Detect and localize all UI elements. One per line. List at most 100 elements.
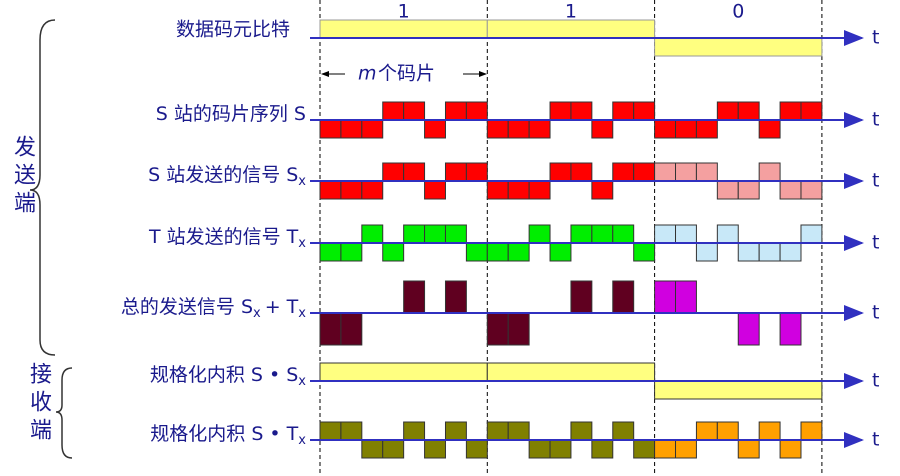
send-brace [29, 19, 56, 356]
level [591, 119, 614, 139]
bit [654, 37, 823, 57]
level [758, 162, 781, 182]
level [528, 119, 551, 139]
bit-value: 1 [398, 1, 410, 23]
bit [486, 19, 656, 39]
label-plus: + T [265, 296, 299, 318]
level [340, 119, 363, 139]
level [403, 162, 426, 182]
level [800, 421, 823, 441]
level [612, 224, 635, 244]
level [612, 280, 635, 314]
row-label: 总的发送信号 Sx + Tx [121, 296, 306, 321]
level [465, 242, 488, 262]
label-text: S 站发送的信号 S [148, 164, 298, 186]
level [465, 101, 488, 121]
level [403, 280, 426, 314]
axis-label: t [872, 109, 879, 131]
level [800, 180, 823, 200]
label-sub: x [298, 236, 306, 251]
row-label: 规格化内积 S • Sx [150, 364, 306, 389]
level [758, 242, 781, 262]
receive-brace [55, 367, 73, 459]
level [549, 162, 572, 182]
row-label: T 站发送的信号 Tx [148, 226, 306, 251]
row-label: S 站的码片序列 S [156, 103, 306, 125]
level [465, 439, 488, 459]
level [340, 180, 363, 200]
level [340, 421, 363, 441]
row-label: 数据码元比特 [176, 19, 290, 41]
level [716, 101, 739, 121]
level [444, 280, 467, 314]
label-sub: x [298, 174, 306, 189]
level [800, 224, 823, 244]
level [570, 280, 593, 314]
level [633, 439, 656, 459]
level [695, 162, 718, 182]
level [654, 439, 677, 459]
level [695, 119, 718, 139]
level [403, 421, 426, 441]
label-text: 总的发送信号 S [121, 296, 253, 318]
level [486, 312, 509, 346]
level [612, 421, 635, 441]
level [486, 119, 509, 139]
chip-span-symbol: m [358, 63, 377, 85]
level [737, 312, 760, 346]
axis-label: t [872, 27, 879, 49]
level [403, 224, 426, 244]
level [737, 180, 760, 200]
level [675, 280, 697, 314]
level [319, 119, 342, 139]
level [695, 421, 718, 441]
chip-span-bg [345, 62, 463, 86]
level [716, 180, 739, 200]
row-label: S 站发送的信号 Sx [148, 164, 306, 189]
level [591, 180, 614, 200]
label-text: 规格化内积 S • S [150, 364, 298, 386]
level [444, 421, 467, 441]
level [800, 101, 823, 121]
level [382, 101, 405, 121]
level [319, 242, 342, 262]
level [654, 280, 677, 314]
level [779, 312, 802, 346]
chip-span-text: 个码片 [378, 63, 435, 85]
level [486, 242, 509, 262]
level [319, 180, 342, 200]
level [570, 162, 593, 182]
level [319, 312, 342, 346]
label-sub: x [298, 306, 306, 321]
level [612, 162, 635, 182]
level [612, 101, 635, 121]
send-group: 发送端 [10, 135, 35, 219]
level [675, 162, 697, 182]
axis-label: t [872, 370, 879, 392]
level [361, 224, 384, 244]
level [465, 162, 488, 182]
level [779, 101, 802, 121]
level [528, 180, 551, 200]
level [319, 362, 488, 382]
level [549, 101, 572, 121]
level [591, 439, 614, 459]
label-text: T 站发送的信号 T [148, 226, 299, 248]
label-text: S 站的码片序列 S [156, 103, 306, 125]
level [591, 224, 614, 244]
level [444, 101, 467, 121]
receive-group: 接收端 [26, 362, 51, 446]
level [424, 439, 446, 459]
level [340, 312, 363, 346]
level [340, 242, 363, 262]
level [486, 362, 656, 382]
level [716, 421, 739, 441]
level [758, 119, 781, 139]
axis-label: t [872, 232, 879, 254]
level [633, 242, 656, 262]
bit [319, 19, 488, 39]
level [361, 180, 384, 200]
level [549, 439, 572, 459]
